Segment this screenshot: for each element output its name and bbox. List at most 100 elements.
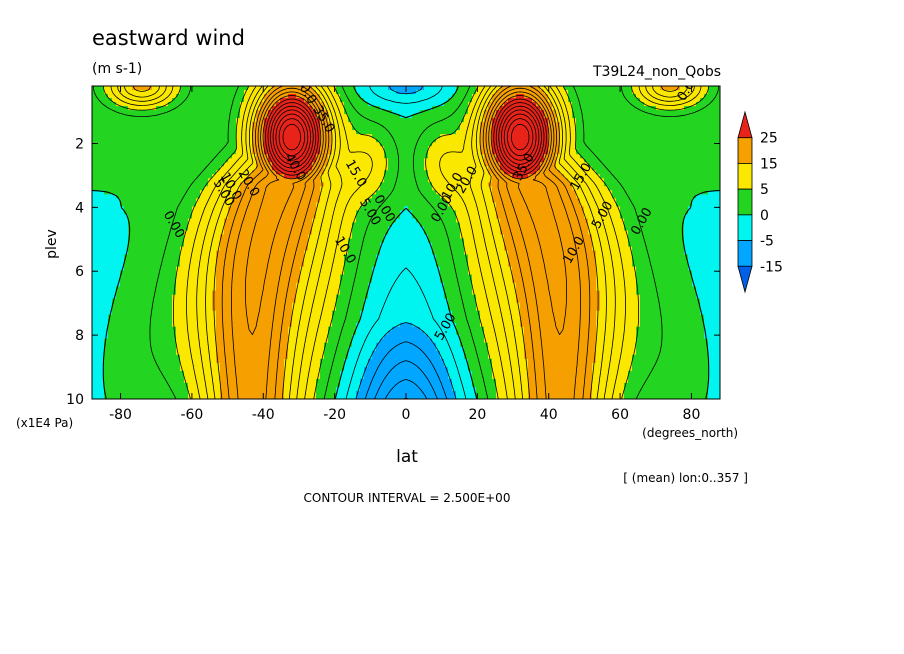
field-cell bbox=[528, 194, 533, 199]
field-cell bbox=[560, 206, 565, 211]
field-cell bbox=[116, 162, 121, 167]
field-cell bbox=[704, 130, 709, 135]
field-cell bbox=[576, 118, 581, 123]
field-cell bbox=[220, 114, 225, 119]
field-cell bbox=[124, 170, 129, 175]
field-cell bbox=[288, 206, 293, 211]
field-cell bbox=[184, 114, 189, 119]
field-cell bbox=[628, 118, 633, 123]
field-cell bbox=[380, 186, 385, 191]
field-cell bbox=[620, 198, 625, 203]
field-cell bbox=[224, 110, 229, 115]
field-cell bbox=[448, 118, 453, 123]
field-cell bbox=[112, 154, 117, 159]
field-cell bbox=[232, 118, 237, 123]
field-cell bbox=[372, 114, 377, 119]
field-cell bbox=[140, 182, 145, 187]
field-cell bbox=[400, 150, 405, 155]
field-cell bbox=[420, 94, 425, 99]
field-cell bbox=[632, 158, 637, 163]
field-cell bbox=[464, 102, 469, 107]
field-cell bbox=[684, 166, 689, 171]
field-cell bbox=[124, 130, 129, 135]
field-cell bbox=[348, 126, 353, 131]
field-cell bbox=[216, 98, 221, 103]
field-cell bbox=[600, 126, 605, 131]
field-cell bbox=[220, 106, 225, 111]
field-cell bbox=[128, 210, 133, 215]
field-cell bbox=[592, 138, 597, 143]
field-cell bbox=[712, 102, 717, 107]
field-cell bbox=[648, 194, 653, 199]
field-cell bbox=[632, 182, 637, 187]
field-cell bbox=[408, 122, 413, 127]
field-cell bbox=[592, 178, 597, 183]
field-cell bbox=[592, 142, 597, 147]
field-cell bbox=[212, 110, 217, 115]
field-cell bbox=[380, 138, 385, 143]
field-cell bbox=[472, 186, 477, 191]
field-cell bbox=[444, 138, 449, 143]
field-cell bbox=[712, 110, 717, 115]
field-cell bbox=[644, 118, 649, 123]
field-cell bbox=[404, 190, 409, 195]
field-cell bbox=[596, 122, 601, 127]
field-cell bbox=[104, 158, 109, 163]
field-cell bbox=[104, 154, 109, 159]
field-cell bbox=[476, 186, 481, 191]
field-cell bbox=[124, 142, 129, 147]
field-cell bbox=[600, 90, 605, 95]
field-cell bbox=[196, 182, 201, 187]
field-cell bbox=[164, 162, 169, 167]
field-cell bbox=[688, 178, 693, 183]
field-cell bbox=[712, 90, 717, 95]
field-cell bbox=[600, 102, 605, 107]
field-cell bbox=[700, 130, 705, 135]
field-cell bbox=[692, 134, 697, 139]
field-cell bbox=[108, 134, 113, 139]
field-cell bbox=[636, 178, 641, 183]
field-cell bbox=[416, 162, 421, 167]
field-cell bbox=[628, 142, 633, 147]
field-cell bbox=[692, 146, 697, 151]
field-cell bbox=[420, 102, 425, 107]
field-cell bbox=[680, 126, 685, 131]
field-cell bbox=[448, 154, 453, 159]
field-cell bbox=[656, 198, 661, 203]
field-cell bbox=[440, 178, 445, 183]
field-cell bbox=[424, 134, 429, 139]
field-cell bbox=[708, 94, 713, 99]
field-cell bbox=[168, 130, 173, 135]
field-cell bbox=[188, 130, 193, 135]
field-cell bbox=[140, 206, 145, 211]
field-cell bbox=[352, 94, 357, 99]
field-cell bbox=[548, 186, 553, 191]
field-cell bbox=[204, 170, 209, 175]
field-cell bbox=[188, 174, 193, 179]
field-cell bbox=[92, 154, 97, 159]
field-cell bbox=[272, 190, 277, 195]
field-cell bbox=[144, 118, 149, 123]
field-cell bbox=[644, 146, 649, 151]
field-cell bbox=[192, 134, 197, 139]
field-cell bbox=[636, 150, 641, 155]
field-cell bbox=[320, 206, 325, 211]
field-cell bbox=[276, 202, 281, 207]
field-cell bbox=[380, 86, 385, 91]
field-cell bbox=[196, 102, 201, 107]
field-cell bbox=[188, 98, 193, 103]
field-cell bbox=[432, 90, 437, 95]
field-cell bbox=[580, 94, 585, 99]
field-cell bbox=[392, 198, 397, 203]
field-cell bbox=[188, 122, 193, 127]
field-cell bbox=[468, 206, 473, 211]
field-cell bbox=[148, 198, 153, 203]
field-cell bbox=[608, 178, 613, 183]
field-cell bbox=[372, 110, 377, 115]
field-cell bbox=[404, 150, 409, 155]
field-cell bbox=[452, 118, 457, 123]
field-cell bbox=[356, 194, 361, 199]
field-cell bbox=[376, 138, 381, 143]
field-cell bbox=[708, 110, 713, 115]
field-cell bbox=[168, 146, 173, 151]
